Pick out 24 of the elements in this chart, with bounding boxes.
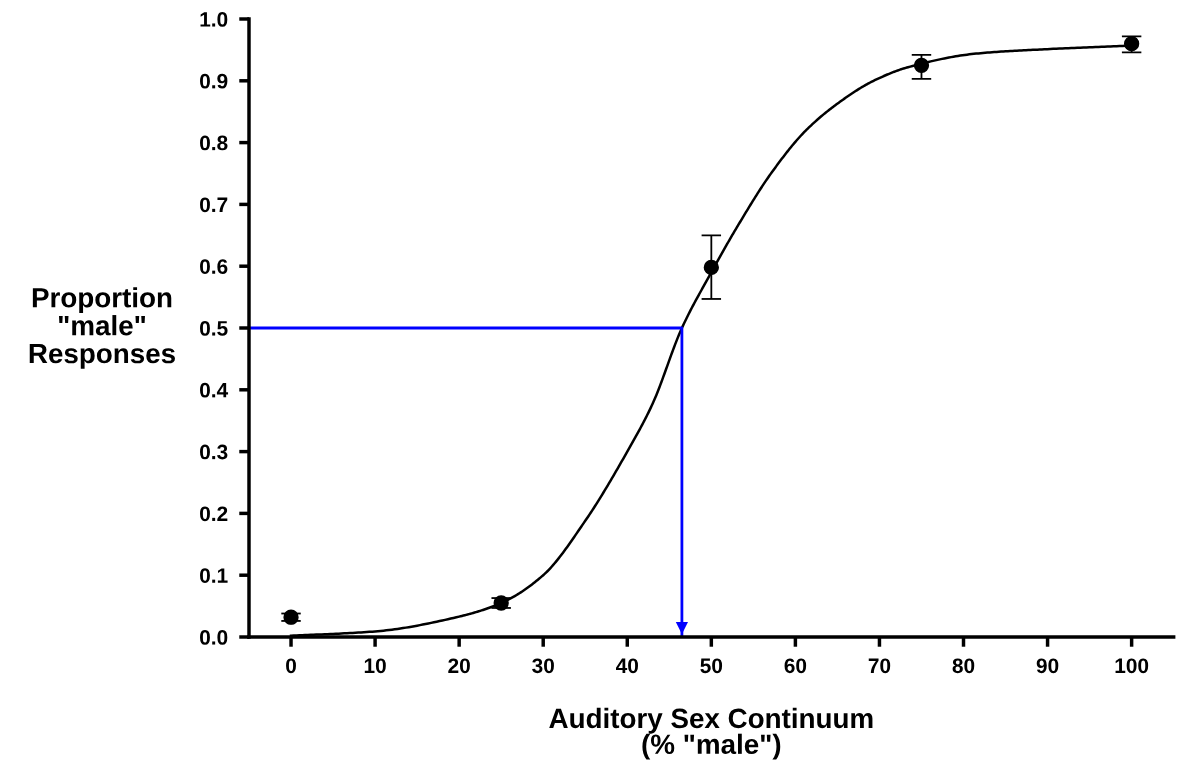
y-tick-label: 0.8	[200, 135, 228, 151]
x-tick-label: 90	[1036, 658, 1059, 674]
x-tick-label: 50	[700, 658, 723, 674]
x-tick-label: 30	[532, 658, 554, 674]
x-axis-title: Auditory Sex Continuum (% "male")	[549, 707, 873, 760]
x-tick-label: 60	[784, 658, 807, 674]
y-tick-label: 0.3	[200, 444, 228, 460]
y-tick-label: 0.1	[200, 568, 228, 583]
y-tick-label: 0.0	[200, 630, 228, 645]
x-tick-label: 80	[952, 658, 975, 674]
y-tick-label: 1.0	[200, 12, 228, 27]
x-tick-label: 100	[1115, 658, 1149, 674]
x-tick-label: 10	[364, 658, 386, 674]
y-axis-title: Proportion "male" Responses	[29, 287, 175, 369]
y-tick-label: 0.7	[200, 197, 228, 213]
x-tick-label: 70	[868, 658, 891, 674]
y-tick-label: 0.6	[200, 259, 228, 274]
x-tick-label: 40	[616, 658, 638, 674]
y-tick-label: 0.2	[200, 506, 228, 522]
x-tick-label: 20	[448, 658, 470, 674]
y-tick-label: 0.9	[200, 73, 228, 89]
y-tick-label: 0.5	[200, 321, 228, 336]
y-tick-label: 0.4	[200, 382, 229, 398]
x-tick-label: 0	[286, 658, 296, 674]
